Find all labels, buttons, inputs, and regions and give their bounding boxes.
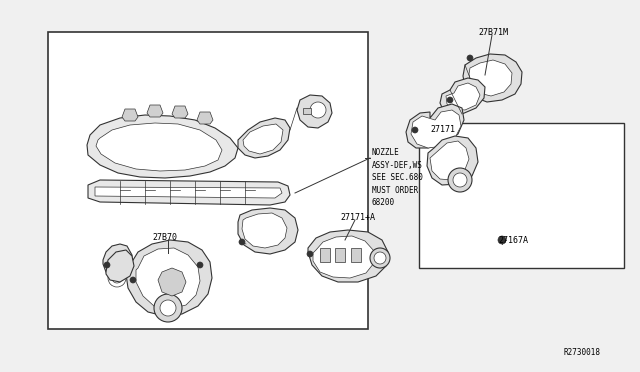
Polygon shape <box>95 187 282 198</box>
Polygon shape <box>172 106 188 118</box>
Polygon shape <box>469 60 512 96</box>
Text: 27B71M: 27B71M <box>478 28 508 37</box>
Bar <box>419 123 624 268</box>
Text: 27171: 27171 <box>430 125 455 134</box>
Polygon shape <box>103 244 132 282</box>
Polygon shape <box>238 118 290 158</box>
Bar <box>351 248 361 262</box>
Circle shape <box>412 127 418 133</box>
Circle shape <box>108 269 126 287</box>
Circle shape <box>307 251 313 257</box>
Polygon shape <box>440 78 485 116</box>
Polygon shape <box>308 230 388 282</box>
Polygon shape <box>88 180 290 205</box>
Text: 27167A: 27167A <box>498 236 528 245</box>
Polygon shape <box>158 268 186 296</box>
Bar <box>320 248 330 262</box>
Polygon shape <box>313 236 374 278</box>
Circle shape <box>112 273 122 283</box>
Circle shape <box>447 97 453 103</box>
Polygon shape <box>197 112 213 124</box>
Circle shape <box>374 252 386 264</box>
Polygon shape <box>126 240 212 316</box>
Polygon shape <box>430 141 469 180</box>
Bar <box>303 108 311 114</box>
Circle shape <box>448 168 472 192</box>
Polygon shape <box>106 250 134 282</box>
Polygon shape <box>411 110 461 148</box>
Circle shape <box>160 300 176 316</box>
Polygon shape <box>242 213 287 248</box>
Polygon shape <box>297 95 332 128</box>
Circle shape <box>310 102 326 118</box>
Circle shape <box>453 173 467 187</box>
Polygon shape <box>87 115 238 178</box>
Circle shape <box>130 277 136 283</box>
Circle shape <box>498 236 506 244</box>
Circle shape <box>104 262 110 268</box>
Polygon shape <box>136 248 200 309</box>
Polygon shape <box>147 105 163 117</box>
Bar <box>335 248 345 262</box>
Circle shape <box>197 262 203 268</box>
Polygon shape <box>96 123 222 171</box>
Polygon shape <box>122 109 138 121</box>
Text: 27171+A: 27171+A <box>340 213 375 222</box>
Polygon shape <box>427 136 478 185</box>
Polygon shape <box>238 208 298 254</box>
Polygon shape <box>406 104 464 148</box>
Polygon shape <box>446 83 480 110</box>
Circle shape <box>154 294 182 322</box>
Bar <box>48 32 368 329</box>
Polygon shape <box>243 124 283 154</box>
Text: 27B70: 27B70 <box>152 233 177 242</box>
Polygon shape <box>463 54 522 102</box>
Circle shape <box>370 248 390 268</box>
Circle shape <box>467 55 473 61</box>
Text: NOZZLE
ASSY-DEF,WS
SEE SEC.680
MUST ORDER
68200: NOZZLE ASSY-DEF,WS SEE SEC.680 MUST ORDE… <box>372 148 423 207</box>
Text: R2730018: R2730018 <box>564 348 601 357</box>
Circle shape <box>239 239 245 245</box>
